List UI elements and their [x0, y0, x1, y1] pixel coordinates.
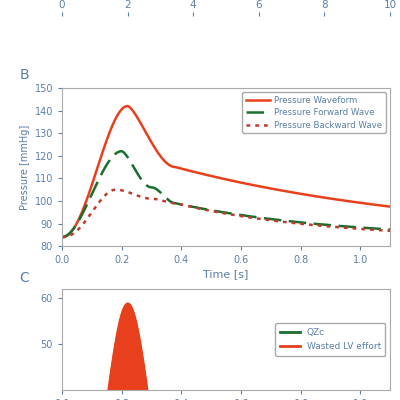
Pressure Waveform: [208, 174, 213, 178]
Pressure Backward Wave: [388, 228, 392, 233]
Pressure Backward Wave: [279, 219, 284, 224]
Pressure Forward Wave: [119, 149, 124, 154]
Pressure Waveform: [144, 132, 149, 137]
Pressure Forward Wave: [279, 218, 284, 223]
Pressure Backward Wave: [118, 188, 123, 192]
Legend: Pressure Waveform, Pressure Forward Wave, Pressure Backward Wave: Pressure Waveform, Pressure Forward Wave…: [242, 92, 386, 133]
Line: Pressure Waveform: Pressure Waveform: [62, 106, 390, 237]
X-axis label: Time [s]: Time [s]: [203, 269, 249, 279]
Pressure Waveform: [118, 109, 122, 114]
Pressure Waveform: [307, 193, 312, 198]
Pressure Forward Wave: [144, 183, 149, 188]
Text: B: B: [19, 68, 29, 82]
Pressure Forward Wave: [307, 221, 312, 226]
Pressure Backward Wave: [113, 187, 118, 192]
Pressure Backward Wave: [208, 208, 213, 213]
Pressure Waveform: [279, 188, 284, 193]
Pressure Backward Wave: [307, 222, 312, 227]
Pressure Forward Wave: [254, 215, 258, 220]
Pressure Forward Wave: [118, 149, 122, 154]
Pressure Waveform: [60, 235, 64, 240]
Pressure Backward Wave: [60, 235, 64, 240]
Y-axis label: Pressure [mmHg]: Pressure [mmHg]: [20, 124, 30, 210]
Pressure Waveform: [125, 104, 130, 108]
Pressure Waveform: [388, 204, 392, 209]
Text: C: C: [19, 271, 29, 285]
Pressure Backward Wave: [144, 196, 149, 201]
Pressure Forward Wave: [388, 227, 392, 232]
Pressure Backward Wave: [254, 216, 258, 221]
Legend: QZc, Wasted LV effort: QZc, Wasted LV effort: [275, 324, 386, 356]
Line: Pressure Backward Wave: Pressure Backward Wave: [62, 190, 390, 237]
Pressure Forward Wave: [208, 208, 213, 213]
Line: Pressure Forward Wave: Pressure Forward Wave: [62, 151, 390, 237]
Pressure Waveform: [254, 183, 258, 188]
Pressure Forward Wave: [60, 235, 64, 240]
